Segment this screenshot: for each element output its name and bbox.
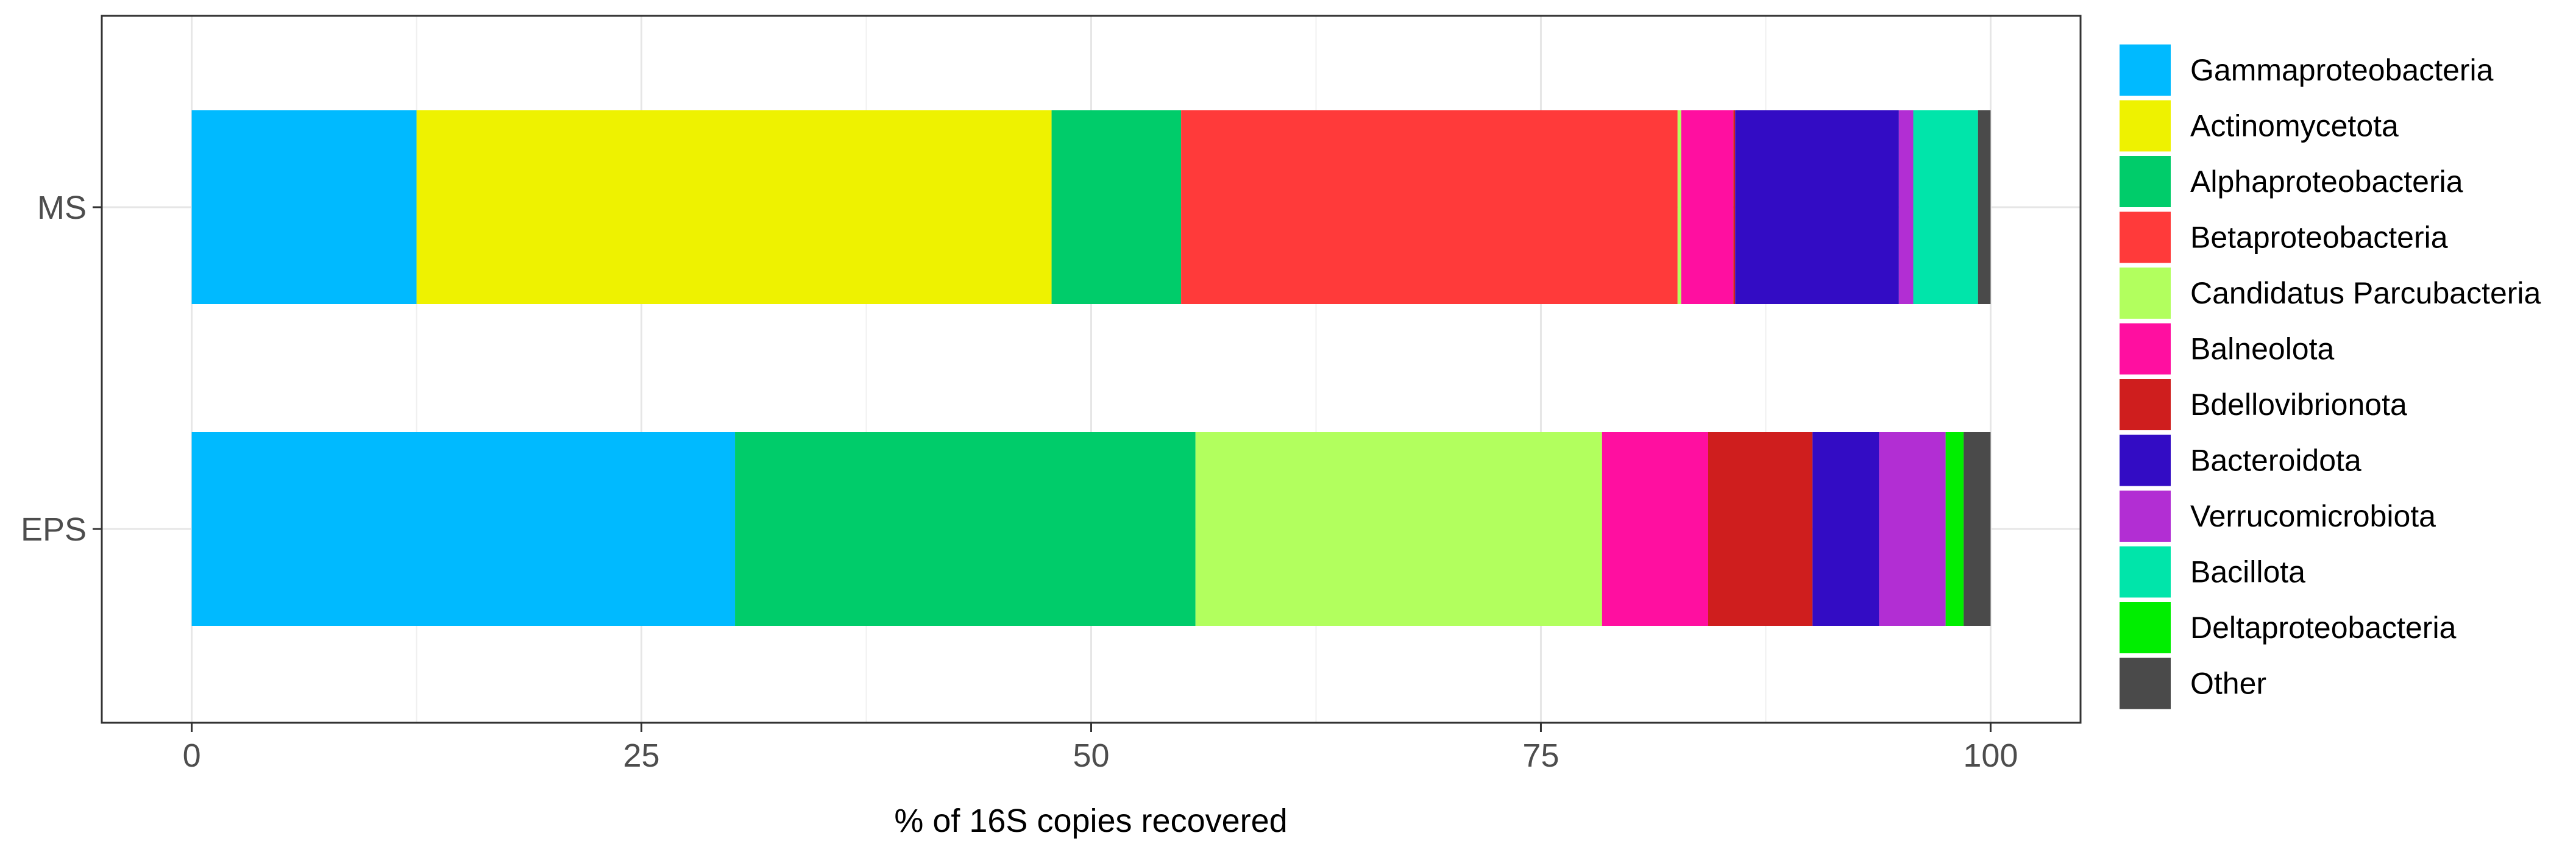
bar-segment (1879, 432, 1946, 626)
x-axis: 0 25 50 75 100 (183, 723, 2018, 774)
legend-label: Candidatus Parcubacteria (2190, 276, 2541, 310)
bar-segment (416, 110, 1052, 304)
bar-segment (191, 110, 417, 304)
legend-label: Gammaproteobacteria (2190, 53, 2494, 87)
legend-key (2120, 658, 2171, 709)
bar-segment (1733, 110, 1736, 304)
legend-key (2120, 44, 2171, 96)
legend-key (2120, 435, 2171, 486)
x-tick-label: 0 (183, 737, 201, 774)
bar-segment (1735, 110, 1899, 304)
y-axis: MS EPS (21, 190, 102, 548)
y-tick-label: MS (37, 190, 87, 226)
legend-key (2120, 211, 2171, 263)
bar-segment (1964, 432, 1991, 626)
bar-segment (1945, 432, 1964, 626)
legend-label: Actinomycetota (2190, 109, 2399, 143)
y-tick-label: EPS (21, 511, 87, 548)
x-axis-title: % of 16S copies recovered (894, 803, 1287, 839)
legend-label: Deltaproteobacteria (2190, 611, 2457, 645)
legend-label: Bacteroidota (2190, 444, 2361, 478)
legend-label: Other (2190, 667, 2266, 701)
bar-segment (1708, 432, 1813, 626)
x-tick-label: 50 (1073, 737, 1109, 774)
bar-segment (1898, 110, 1914, 304)
bar-segments (191, 110, 1991, 626)
legend-key (2120, 156, 2171, 207)
legend-key (2120, 268, 2171, 319)
bar-segment (1195, 432, 1602, 626)
x-tick-label: 75 (1522, 737, 1559, 774)
bar-segment (735, 432, 1196, 626)
bar-segment (1051, 110, 1182, 304)
legend-key (2120, 379, 2171, 430)
legend-key (2120, 491, 2171, 542)
legend-label: Alphaproteobacteria (2190, 165, 2463, 199)
bar-segment (1677, 110, 1681, 304)
bar-segment (1681, 110, 1734, 304)
legend-key (2120, 602, 2171, 653)
x-tick-label: 100 (1963, 737, 2018, 774)
bar-segment (1181, 110, 1678, 304)
legend-label: Bdellovibrionota (2190, 388, 2407, 422)
x-tick-label: 25 (623, 737, 660, 774)
legend-label: Bacillota (2190, 555, 2305, 589)
legend-label: Balneolota (2190, 332, 2334, 366)
bar-segment (1812, 432, 1879, 626)
legend-key (2120, 546, 2171, 598)
legend-label: Verrucomicrobiota (2190, 499, 2436, 533)
bar-segment (1913, 110, 1978, 304)
legend: Gammaproteobacteria Actinomycetota Alphapr… (2120, 44, 2541, 709)
bar-segment (1602, 432, 1708, 626)
legend-label: Betaproteobacteria (2190, 221, 2448, 255)
bar-segment (1978, 110, 1991, 304)
legend-key (2120, 323, 2171, 375)
bar-segment (191, 432, 736, 626)
legend-key (2120, 100, 2171, 152)
